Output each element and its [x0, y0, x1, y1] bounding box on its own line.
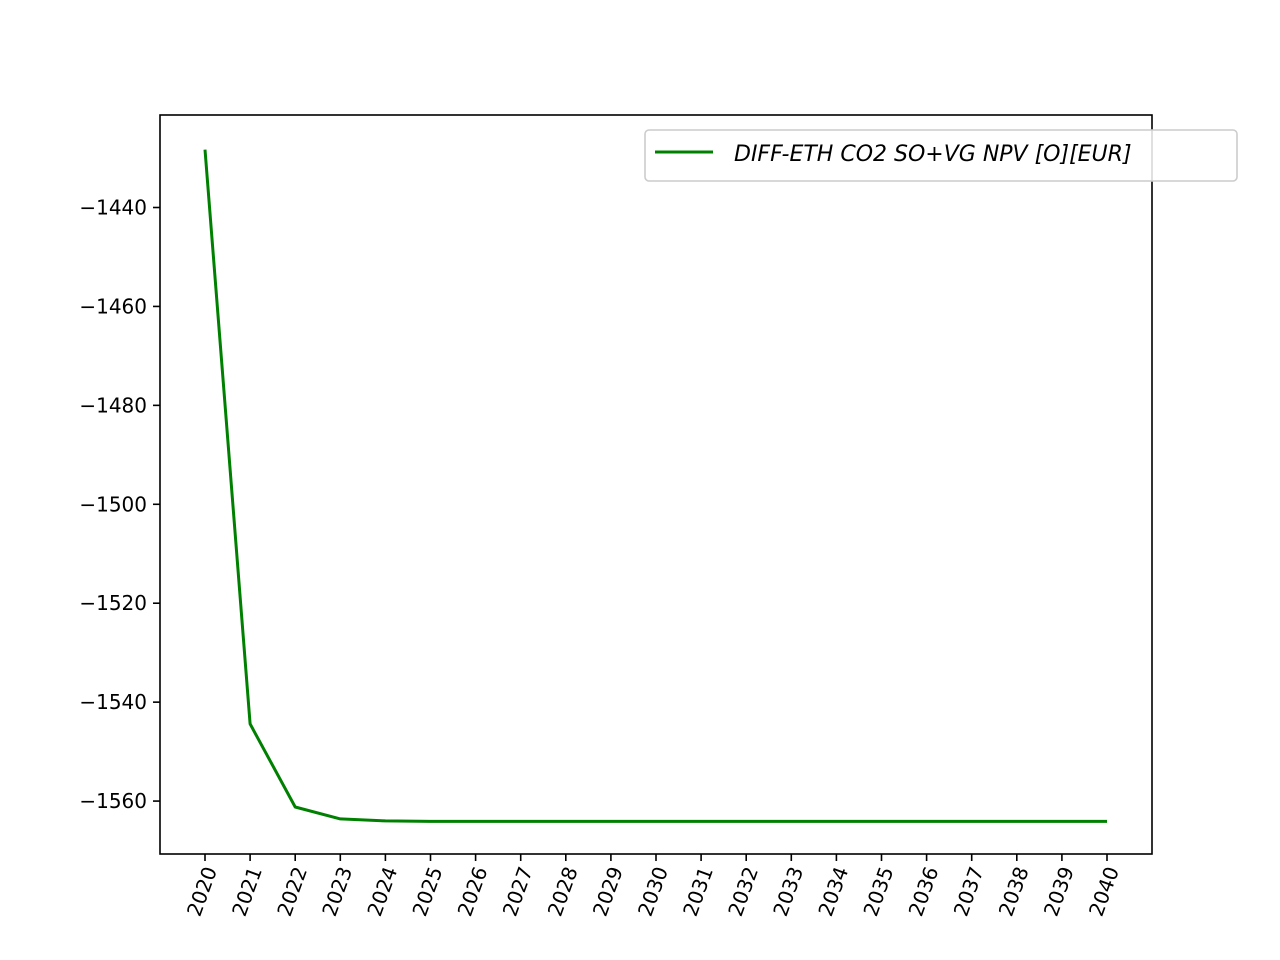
data-point [384, 819, 387, 822]
data-point [700, 820, 703, 823]
y-axis: −1440 −1460 −1480 −1500 −1520 −1540 −1560 [79, 195, 160, 813]
data-point [880, 820, 883, 823]
y-tick-label: −1440 [79, 195, 147, 219]
series-line-0 [203, 149, 1107, 823]
data-point [745, 820, 748, 823]
data-point [339, 817, 342, 820]
data-point [564, 820, 567, 823]
y-tick-label: −1540 [79, 690, 147, 714]
data-point [249, 722, 252, 725]
y-tick-label: −1520 [79, 591, 147, 615]
y-tick-label: −1560 [79, 789, 147, 813]
data-point [429, 820, 432, 823]
data-point [609, 820, 612, 823]
y-tick-label: −1480 [79, 393, 147, 417]
data-point [835, 820, 838, 823]
data-point [1015, 820, 1018, 823]
data-point [970, 820, 973, 823]
data-point [925, 820, 928, 823]
data-point [204, 148, 207, 151]
data-point [519, 820, 522, 823]
data-point [1106, 820, 1109, 823]
legend-label: DIFF-ETH CO2 SO+VG NPV [O][EUR] [734, 142, 1132, 167]
legend-box [644, 129, 1238, 182]
y-tick-label: −1460 [79, 294, 147, 318]
y-tick-label: −1500 [79, 492, 147, 516]
data-point [790, 820, 793, 823]
data-point [655, 820, 658, 823]
data-point [474, 820, 477, 823]
legend: DIFF-ETH CO2 SO+VG NPV [O][EUR] [644, 129, 1238, 182]
plot-area [203, 148, 1109, 823]
data-point [1060, 820, 1063, 823]
data-point [294, 806, 297, 809]
